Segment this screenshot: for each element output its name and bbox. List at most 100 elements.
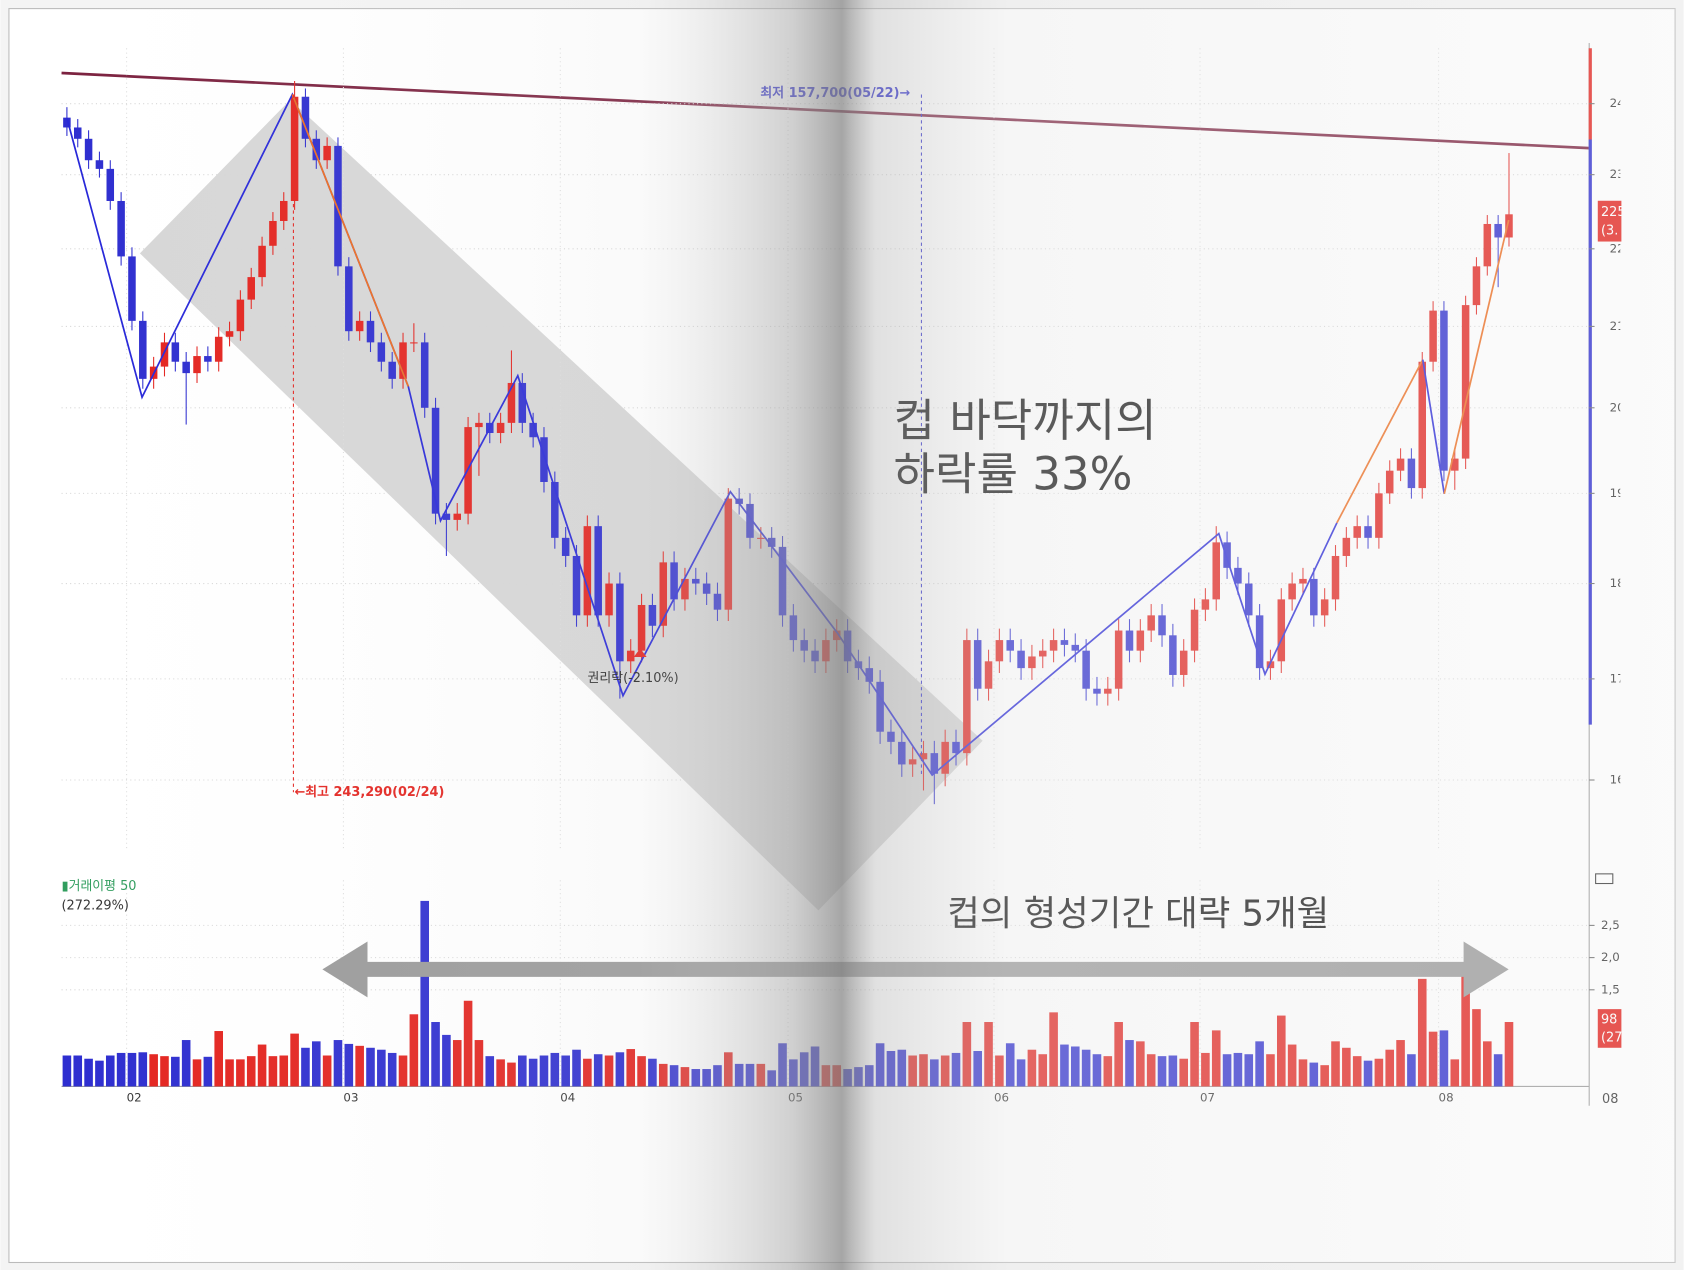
candle-body [247, 277, 255, 300]
candle-body [1038, 650, 1047, 657]
candle-body [345, 266, 353, 332]
volume-bar [1244, 1054, 1254, 1087]
candle-body [1071, 644, 1080, 651]
volume-bar [1038, 1054, 1048, 1087]
annotation: 컵의 형성기간 대략 5개월 [947, 894, 1329, 935]
volume-bar [1049, 1012, 1058, 1087]
volume-bar [1428, 1031, 1438, 1087]
volume-bar [1385, 1049, 1395, 1087]
candle-body [366, 320, 375, 343]
candle-body [1093, 688, 1101, 694]
x-tick-label: 04 [560, 1091, 575, 1105]
volume-bar [886, 1050, 896, 1087]
candle-body [1331, 555, 1340, 600]
volume-bar [268, 1056, 278, 1087]
volume-bar [1146, 1054, 1156, 1087]
candle-body [1364, 526, 1372, 538]
annotation: 하락률 33% [894, 448, 1133, 501]
candle-body [887, 731, 895, 742]
candle-body [117, 200, 125, 257]
volume-bar [442, 1034, 451, 1087]
candle-body [1147, 615, 1155, 631]
volume-bar [539, 1055, 549, 1087]
volume-bar [1103, 1056, 1113, 1087]
volume-bar [1320, 1065, 1329, 1087]
volume-bar [301, 1047, 310, 1087]
volume-bar [1190, 1022, 1199, 1087]
candle-body [605, 583, 613, 616]
volume-bar [821, 1065, 831, 1087]
candle-body [952, 741, 960, 754]
volume-bar [322, 1055, 332, 1087]
candle-body [713, 593, 722, 610]
candle-body [1310, 578, 1318, 616]
price-tag-sub: (3. [1601, 223, 1618, 238]
volume-bar [550, 1052, 560, 1087]
candle-body [1440, 310, 1448, 471]
candle-body [800, 640, 808, 651]
candle-body [420, 342, 429, 408]
volume-bar [355, 1045, 364, 1087]
volume-bar [1407, 1054, 1416, 1087]
candle-body [1179, 650, 1188, 675]
volume-bar [344, 1043, 354, 1087]
volume-bar [1255, 1041, 1264, 1087]
volume-bar [572, 1049, 581, 1087]
volume-bar [1483, 1041, 1492, 1087]
volume-bar [724, 1052, 733, 1087]
candle-body [898, 741, 906, 765]
volume-bar [984, 1022, 993, 1087]
candle-body [290, 96, 299, 201]
candle-body [139, 320, 147, 379]
volume-bar [1201, 1052, 1210, 1087]
candle-body [1277, 599, 1286, 662]
candle-body [453, 513, 461, 520]
volume-bar [658, 1063, 668, 1087]
volume-bar [648, 1058, 657, 1087]
volume-legend: ▮거래이평 50 [62, 879, 137, 894]
volume-bar [1136, 1041, 1145, 1087]
volume-bar [496, 1059, 505, 1087]
volume-bar [181, 1040, 191, 1087]
volume-bar [1266, 1054, 1275, 1087]
volume-bar [789, 1059, 798, 1087]
candle-body [1407, 458, 1416, 489]
volume-bar [713, 1065, 722, 1087]
volume-bar [854, 1067, 863, 1087]
volume-bar [1331, 1041, 1340, 1087]
candle-body [616, 583, 624, 662]
volume-bar [73, 1055, 83, 1087]
candle-body [377, 342, 386, 362]
candle-body [1472, 266, 1481, 306]
candle-body [692, 578, 700, 584]
volume-bar [1374, 1058, 1384, 1087]
candle-body [280, 200, 288, 221]
volume-bar [1287, 1044, 1297, 1087]
volume-bar [593, 1054, 603, 1087]
candle-body [475, 422, 483, 428]
candle-body [106, 168, 115, 201]
volume-bar [1157, 1056, 1167, 1087]
candle-body [1483, 223, 1492, 267]
volume-bar [246, 1056, 256, 1087]
ex-rights-label: 권리락(-2.10%) [588, 671, 679, 686]
candle-body [637, 604, 646, 651]
volume-bar [626, 1049, 636, 1087]
volume-bar [930, 1059, 939, 1087]
candle-body [1201, 599, 1210, 610]
candle-body [1082, 650, 1090, 689]
price-tag-text: 225 [1601, 205, 1626, 220]
volume-bar [387, 1052, 397, 1087]
volume-bar [203, 1056, 213, 1087]
volume-bar [1233, 1052, 1243, 1087]
candle-body [193, 356, 201, 374]
candle-body [941, 741, 949, 774]
candle-body [496, 422, 505, 434]
volume-bar [702, 1069, 711, 1087]
candle-body [388, 361, 396, 379]
volume-bar [290, 1033, 299, 1087]
x-tick-label: 06 [994, 1091, 1009, 1105]
volume-bar [257, 1044, 267, 1087]
